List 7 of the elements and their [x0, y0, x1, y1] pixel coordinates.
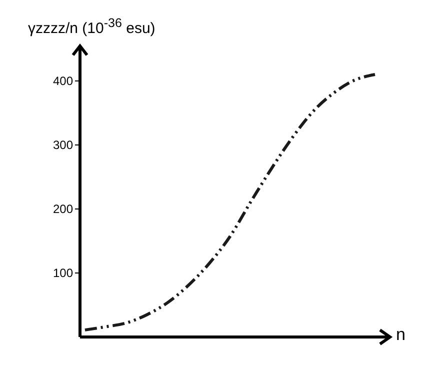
y-tick-label: 200	[52, 202, 74, 216]
y-axis-title: γzzzz/n (10$^{-36}$ esu)	[28, 16, 156, 37]
y-tick-label: 100	[52, 266, 74, 280]
line-series	[84, 73, 376, 332]
y-tick-label: 400	[52, 74, 74, 88]
x-axis-title: n	[396, 325, 406, 345]
y-tick-label: 300	[52, 138, 74, 152]
